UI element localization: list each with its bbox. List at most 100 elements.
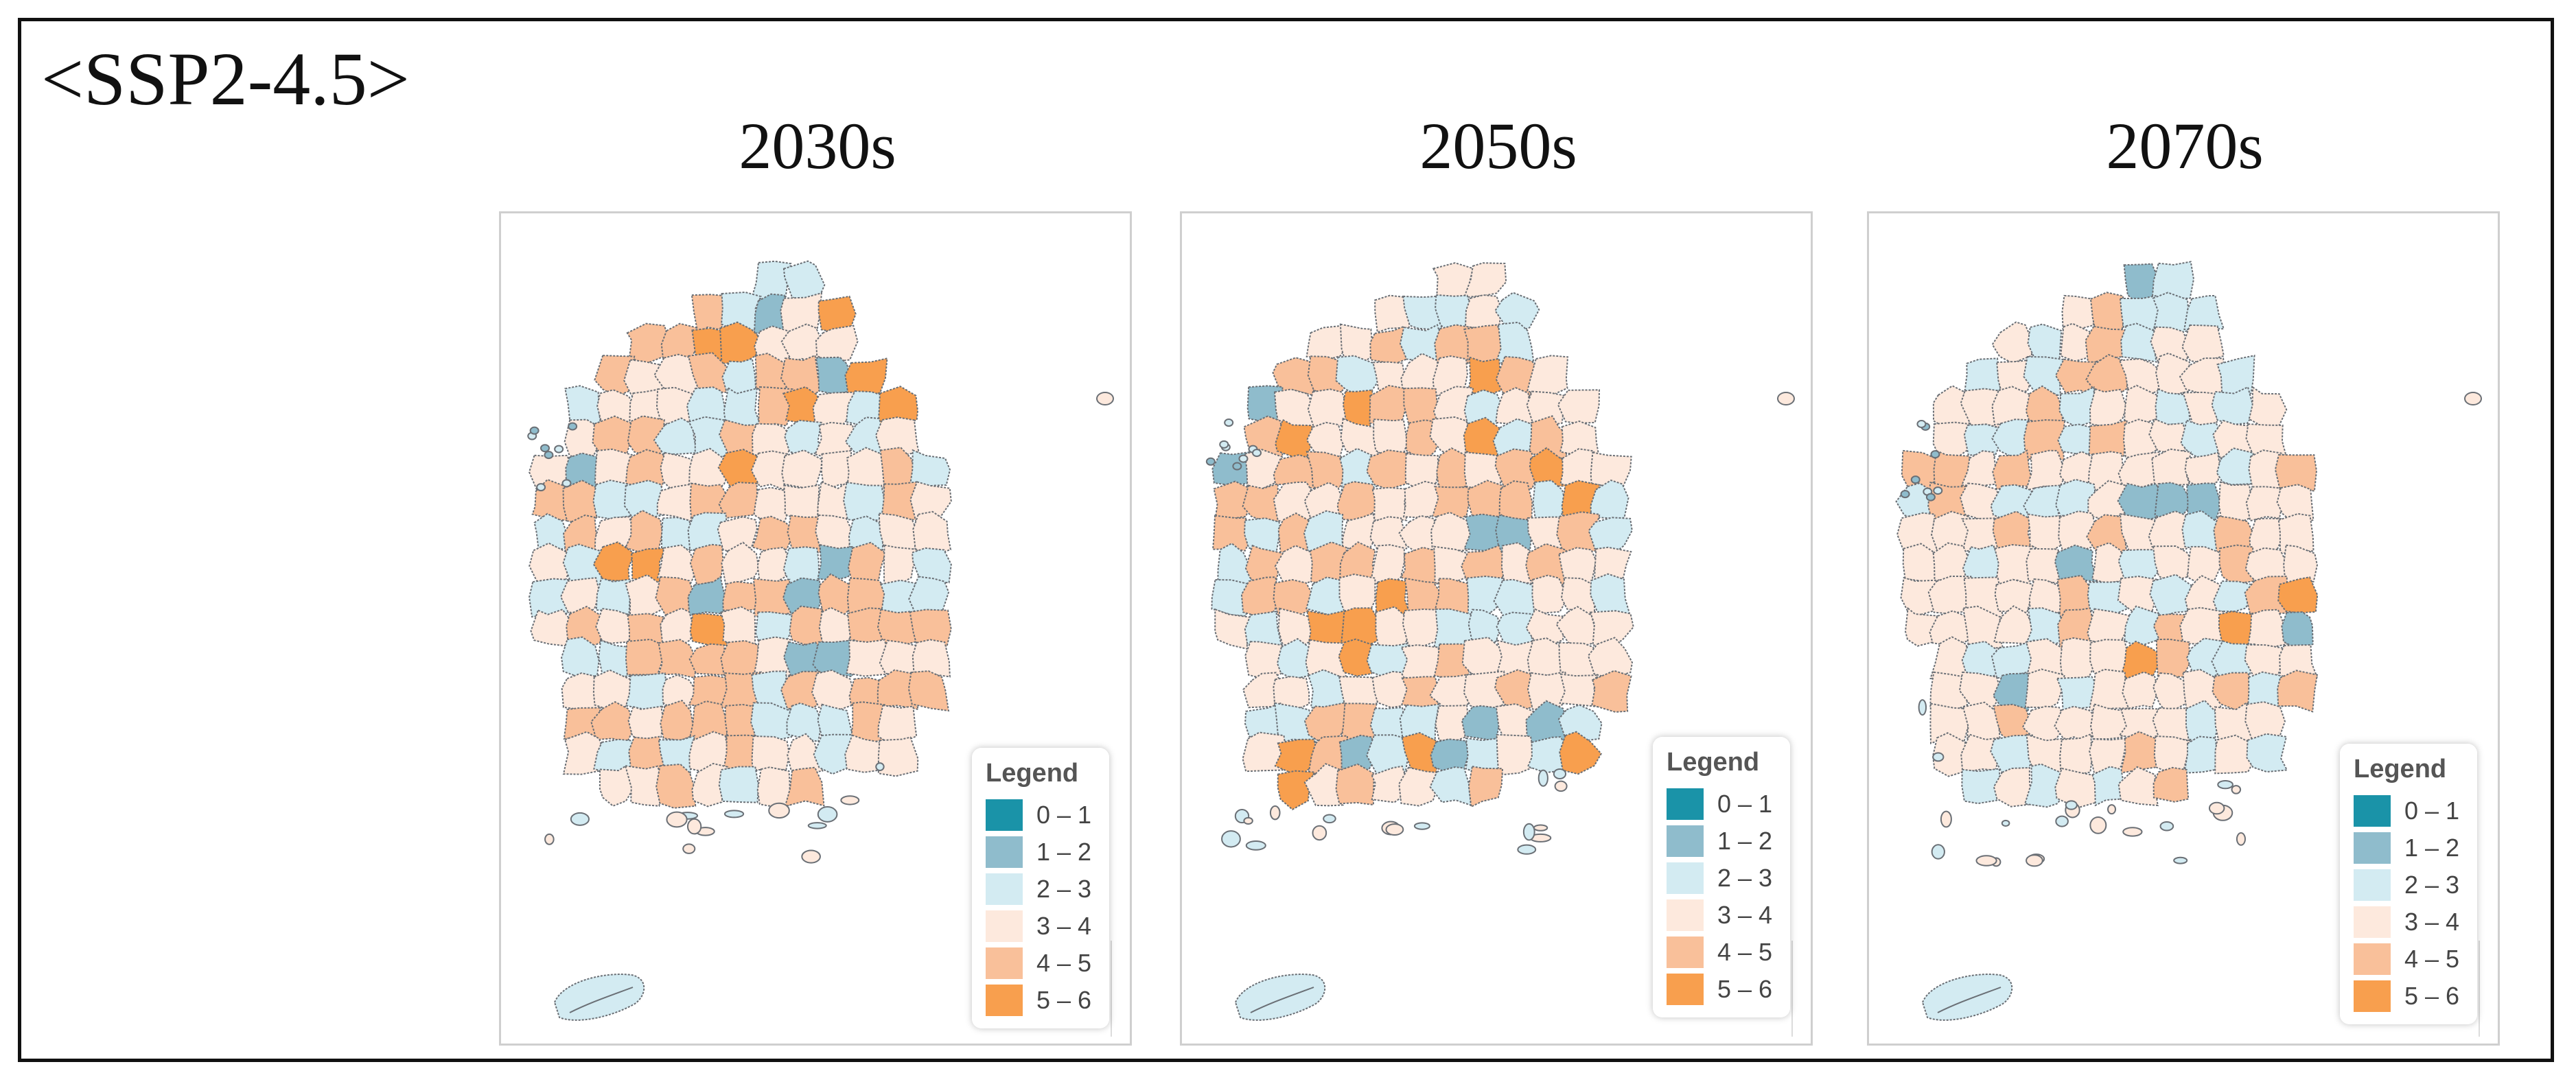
legend-label: 4 – 5: [1717, 938, 1773, 966]
legend-swatch: [986, 836, 1023, 868]
district: [2277, 512, 2314, 556]
district: [811, 669, 855, 714]
ulleungdo-island: [1777, 392, 1795, 405]
jeju-island: [553, 974, 645, 1021]
district: [1242, 482, 1281, 523]
map-scroll-edge: [1111, 941, 1124, 1037]
district: [2181, 324, 2225, 364]
legend-swatch: [2354, 980, 2391, 1012]
district: [879, 639, 920, 681]
legend-row-2-3: 2 – 3: [986, 871, 1095, 908]
district: [1432, 262, 1474, 305]
legend-row-5-6: 5 – 6: [1667, 971, 1776, 1008]
district: [1401, 731, 1441, 775]
island: [2026, 854, 2043, 867]
district: [2120, 322, 2161, 363]
district: [2058, 451, 2093, 488]
island: [570, 812, 590, 826]
legend-swatch: [986, 910, 1023, 942]
map-legend: Legend 0 – 1 1 – 2 2 – 3 3 – 4 4 – 5 5 –…: [1653, 737, 1790, 1017]
district: [1277, 607, 1314, 652]
island: [723, 810, 745, 818]
district: [2090, 703, 2132, 740]
district: [750, 702, 796, 742]
island: [1385, 823, 1404, 836]
district: [1929, 703, 1971, 744]
district: [718, 482, 758, 519]
district: [907, 670, 950, 712]
district: [559, 577, 601, 616]
island: [2065, 800, 2078, 810]
island: [1554, 780, 1568, 792]
district: [1338, 638, 1380, 677]
district: [2274, 453, 2317, 492]
district: [1467, 480, 1508, 523]
district: [780, 323, 825, 364]
district: [1400, 353, 1439, 398]
district: [780, 670, 822, 713]
district: [786, 702, 823, 743]
district: [1527, 637, 1569, 677]
district: [1276, 637, 1315, 680]
island: [536, 483, 546, 492]
island: [1910, 475, 1921, 484]
island: [2055, 815, 2069, 827]
island: [666, 811, 688, 828]
district: [1342, 512, 1379, 552]
island: [540, 444, 550, 453]
district: [2151, 448, 2192, 490]
district: [625, 449, 669, 491]
district: [1273, 676, 1310, 709]
legend-row-1-2: 1 – 2: [1667, 823, 1776, 860]
district: [2089, 388, 2127, 429]
district: [883, 544, 919, 588]
legend-row-2-3: 2 – 3: [1667, 860, 1776, 897]
district: [2179, 606, 2225, 648]
legend-title: Legend: [986, 759, 1079, 788]
island: [1553, 768, 1567, 779]
legend-swatch: [1667, 788, 1704, 820]
district: [2148, 418, 2190, 454]
district: [812, 639, 859, 678]
district: [1398, 515, 1439, 557]
district: [2248, 386, 2288, 429]
district: [2244, 644, 2285, 684]
district: [2091, 766, 2125, 807]
district: [1403, 387, 1439, 429]
district: [2059, 637, 2098, 684]
legend-label: 3 – 4: [1717, 901, 1773, 929]
district: [2246, 733, 2288, 773]
district: [2183, 294, 2225, 331]
island: [807, 822, 827, 829]
island: [1205, 457, 1216, 466]
legend-label: 2 – 3: [2404, 871, 2460, 899]
map-scroll-edge: [1791, 941, 1805, 1037]
district: [1244, 544, 1285, 587]
district: [2245, 423, 2287, 458]
district: [1306, 451, 1347, 492]
district: [624, 764, 664, 807]
district: [2055, 478, 2098, 523]
district: [1211, 515, 1253, 552]
district: [1993, 672, 2037, 714]
district: [1431, 486, 1474, 523]
legend-swatch: [986, 985, 1023, 1016]
district: [2211, 386, 2255, 425]
island: [568, 422, 578, 431]
district: [623, 480, 668, 520]
district: [1211, 579, 1253, 617]
district: [561, 672, 603, 711]
district: [755, 611, 795, 648]
district: [1244, 610, 1283, 648]
island: [1232, 462, 1242, 471]
legend-swatch: [986, 873, 1023, 905]
island: [2089, 816, 2107, 834]
jeju-island: [1921, 974, 2013, 1021]
island: [1916, 420, 1927, 429]
korea-map-2030s: [527, 260, 1114, 1021]
legend-label: 0 – 1: [2404, 797, 2460, 825]
district: [1932, 421, 1974, 462]
district: [2152, 707, 2194, 742]
district: [2214, 734, 2258, 775]
district: [2122, 671, 2159, 709]
